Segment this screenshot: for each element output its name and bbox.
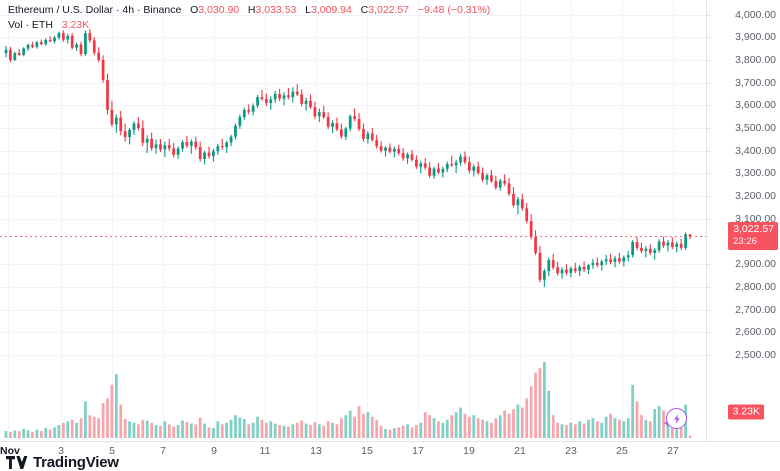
price-axis-tick: 4,000.00	[735, 8, 776, 21]
price-axis-tick-mark	[706, 218, 711, 220]
price-axis-tick-mark	[706, 196, 711, 198]
price-axis-divider	[706, 0, 707, 441]
time-axis-tick: 15	[361, 445, 373, 457]
last-price-value: 3,022.57	[733, 223, 774, 236]
time-axis-tick: 13	[310, 445, 322, 457]
price-axis-tick: 3,500.00	[735, 122, 776, 134]
price-axis-tick: 2,600.00	[735, 326, 776, 339]
price-axis-tick: 2,500.00	[735, 349, 776, 361]
time-axis-tick: 5	[109, 445, 115, 457]
time-axis-tick: Nov	[0, 445, 20, 457]
chart-svg[interactable]	[0, 0, 780, 441]
tradingview-wordmark: TradingView	[33, 454, 119, 471]
price-axis-tick-mark	[706, 14, 711, 16]
time-axis-tick: 21	[514, 445, 526, 457]
time-axis-tick: 23	[565, 445, 577, 457]
price-axis-tick: 3,600.00	[735, 99, 776, 112]
price-axis-tick: 3,900.00	[735, 31, 776, 44]
lightning-bolt-badge[interactable]	[666, 408, 687, 429]
price-axis-tick: 3,800.00	[735, 53, 776, 66]
tradingview-watermark[interactable]: TradingView	[6, 455, 119, 470]
time-axis[interactable]: Nov 3 5 7 9 11 13 15 17 19 21 23 25 27	[0, 441, 780, 461]
price-axis-tick-mark	[706, 128, 711, 129]
price-axis[interactable]: 4,000.00 3,900.00 3,800.00 3,700.00 3,600.00…	[706, 0, 780, 441]
price-axis-tick-mark	[706, 355, 711, 356]
price-axis-tick: 2,700.00	[735, 303, 776, 316]
time-axis-tick: 9	[211, 445, 217, 457]
price-axis-tick: 3,400.00	[735, 144, 776, 157]
time-axis-divider	[0, 441, 780, 442]
price-axis-tick-mark	[706, 37, 711, 39]
time-axis-tick: 7	[160, 445, 166, 457]
price-axis-tick-mark	[706, 59, 711, 61]
time-axis-tick: 3	[58, 445, 64, 457]
bottom-strip	[0, 461, 780, 470]
price-axis-tick: 3,300.00	[735, 167, 776, 180]
last-price-time: 23:26	[733, 236, 757, 248]
last-price-badge[interactable]: 3,022.57 23:26	[728, 222, 778, 251]
price-axis-tick-mark	[706, 173, 711, 175]
price-axis-tick: 2,900.00	[735, 258, 776, 271]
tradingview-logo-icon	[6, 456, 28, 469]
time-axis-tick: 19	[463, 445, 475, 457]
time-axis-tick: 11	[259, 445, 271, 457]
price-axis-tick-mark	[706, 105, 711, 107]
price-axis-tick-mark	[706, 150, 711, 152]
price-axis-tick: 3,100.00	[735, 212, 776, 225]
time-axis-tick: 17	[412, 445, 424, 457]
price-axis-tick-mark	[706, 332, 711, 334]
price-axis-tick-mark	[706, 309, 711, 311]
price-axis-tick-mark	[706, 82, 711, 84]
chart-plot-area[interactable]	[0, 0, 780, 441]
volume-badge[interactable]: 3.23K	[727, 404, 764, 420]
price-axis-tick-mark	[706, 264, 711, 266]
time-axis-tick: 25	[616, 445, 628, 457]
price-axis-tick: 3,200.00	[735, 190, 776, 203]
price-axis-tick: 2,800.00	[735, 280, 776, 293]
time-axis-tick: 27	[667, 445, 679, 457]
price-axis-tick: 3,700.00	[735, 76, 776, 89]
price-axis-tick-mark	[706, 286, 711, 288]
